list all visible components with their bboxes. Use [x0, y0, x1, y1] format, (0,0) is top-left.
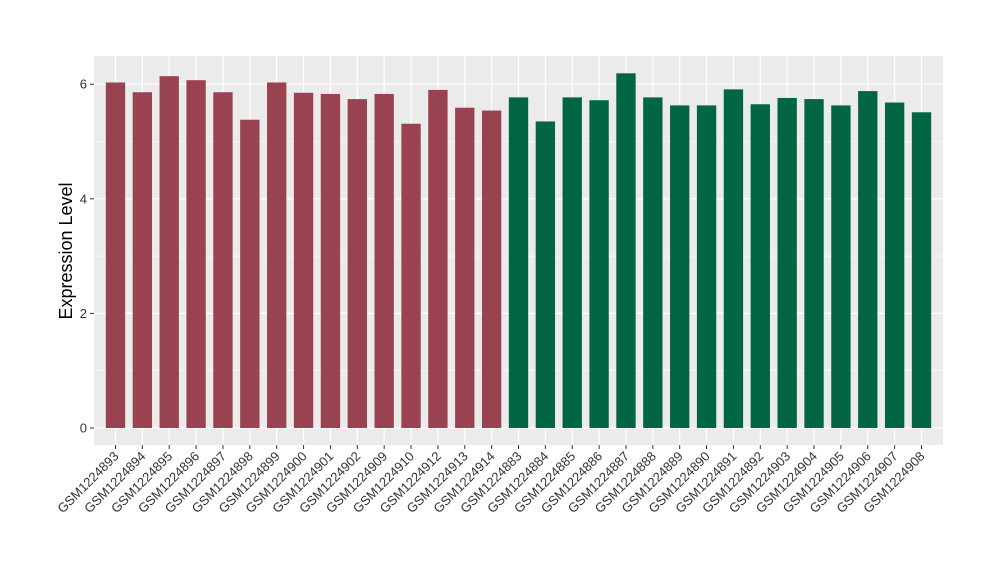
bar-GSM1224906 — [858, 91, 878, 429]
y-axis: 0 2 4 6 — [80, 77, 94, 436]
y-axis-title: Expression Level — [56, 182, 76, 319]
bar-GSM1224895 — [159, 76, 179, 428]
bar-GSM1224902 — [347, 99, 367, 429]
bar-GSM1224908 — [911, 112, 932, 428]
bar-GSM1224897 — [213, 92, 233, 429]
bar-GSM1224888 — [643, 97, 663, 428]
bars — [105, 73, 932, 429]
bar-GSM1224887 — [616, 73, 636, 429]
bar-GSM1224900 — [293, 92, 314, 429]
bar-GSM1224890 — [696, 105, 717, 428]
y-tick-label: 0 — [80, 421, 87, 436]
bar-GSM1224907 — [884, 102, 905, 428]
bar-GSM1224883 — [508, 97, 529, 428]
bar-GSM1224905 — [831, 105, 851, 428]
bar-GSM1224904 — [804, 99, 824, 429]
y-tick-label: 2 — [80, 306, 87, 321]
bar-GSM1224910 — [401, 123, 421, 428]
bar-GSM1224901 — [320, 93, 341, 428]
bar-GSM1224914 — [481, 110, 502, 429]
bar-GSM1224892 — [750, 104, 770, 428]
bar-GSM1224909 — [374, 93, 394, 428]
bar-GSM1224913 — [455, 107, 475, 429]
bar-GSM1224903 — [777, 97, 797, 429]
bar-GSM1224896 — [186, 80, 206, 429]
y-tick-label: 6 — [80, 77, 87, 92]
bar-GSM1224912 — [428, 89, 448, 429]
bar-GSM1224893 — [105, 82, 126, 428]
bar-GSM1224898 — [240, 119, 260, 428]
bar-GSM1224899 — [267, 82, 287, 428]
bar-GSM1224886 — [589, 100, 609, 428]
bar-GSM1224889 — [670, 105, 690, 428]
bar-GSM1224884 — [535, 121, 556, 428]
bar-GSM1224885 — [562, 97, 582, 428]
bar-GSM1224894 — [132, 92, 153, 429]
x-axis: GSM1224893GSM1224894GSM1224895GSM1224896… — [54, 445, 928, 516]
bar-GSM1224891 — [723, 89, 744, 429]
y-tick-label: 4 — [80, 191, 87, 206]
